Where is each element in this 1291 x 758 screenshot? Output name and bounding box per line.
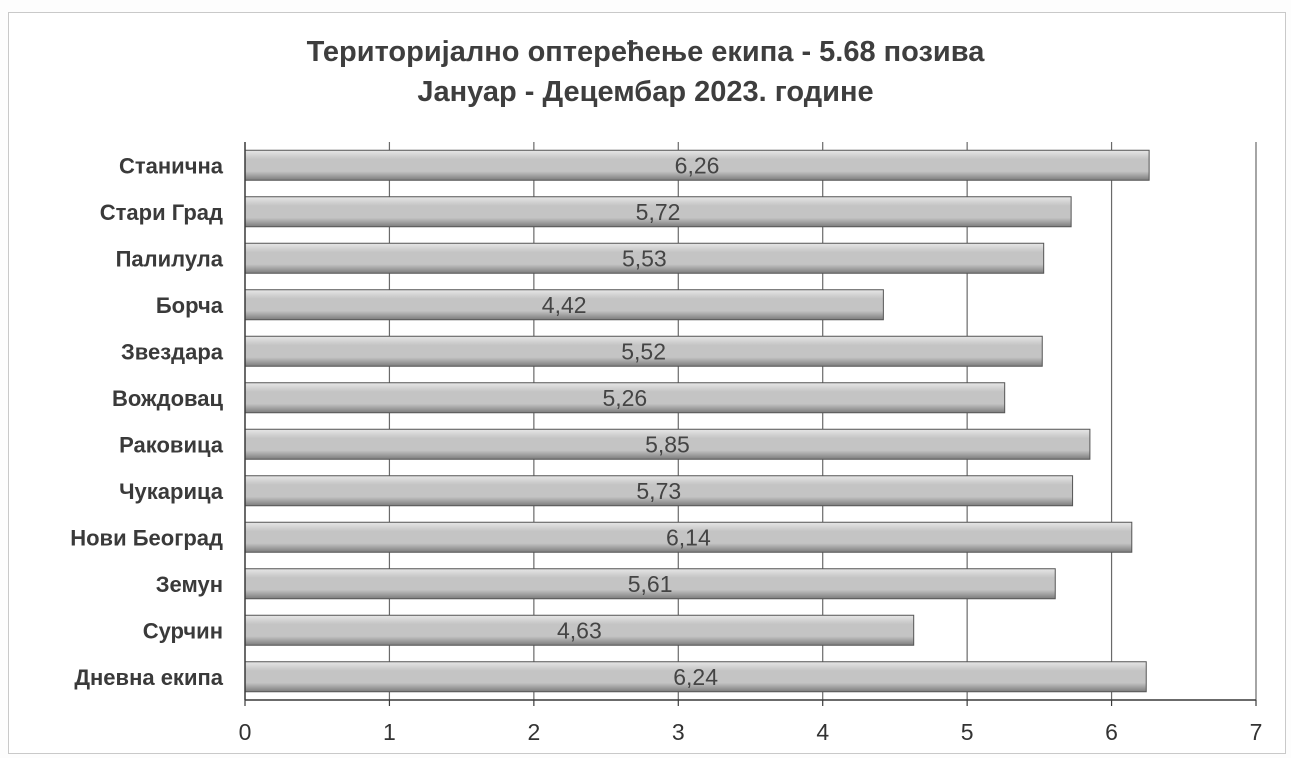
value-label: 5,73 <box>636 478 681 504</box>
category-label: Земун <box>156 572 223 597</box>
gridlines <box>388 142 1257 700</box>
category-label: Палилула <box>116 246 224 271</box>
x-tick-label: 4 <box>816 719 829 745</box>
x-tick-label: 3 <box>672 719 685 745</box>
chart-subtitle: Јануар - Децембар 2023. године <box>417 76 874 108</box>
x-tick-label: 6 <box>1105 719 1118 745</box>
category-label: Станична <box>119 153 224 178</box>
value-label: 5,61 <box>628 571 673 597</box>
category-label: Сурчин <box>143 618 223 643</box>
category-label: Чукарица <box>119 479 224 504</box>
category-label: Вождовац <box>112 386 224 411</box>
value-label: 6,14 <box>666 524 711 550</box>
x-tick-label: 0 <box>239 719 252 745</box>
value-label: 4,63 <box>557 617 602 643</box>
x-tick-label: 5 <box>961 719 974 745</box>
value-label: 5,26 <box>602 385 647 411</box>
bars-group: 6,26 5,72 5,53 4,42 5,52 5,26 5,85 5,73 6,14 5,61… <box>244 149 1150 693</box>
bar <box>244 242 1045 274</box>
x-tick-label: 2 <box>527 719 540 745</box>
category-label: Раковица <box>119 432 224 457</box>
category-label: Борча <box>156 293 224 318</box>
axes: 0 1 2 3 4 5 6 7 Станична Стари Град Палилула Борча З… <box>70 142 1262 745</box>
bar <box>244 521 1133 553</box>
value-label: 5,53 <box>622 245 667 271</box>
value-label: 5,72 <box>636 199 681 225</box>
value-label: 5,52 <box>621 338 666 364</box>
bar <box>244 568 1056 600</box>
value-label: 6,24 <box>673 664 718 690</box>
bar <box>244 149 1150 181</box>
value-label: 4,42 <box>542 292 587 318</box>
chart-title: Територијално оптерећење екипа - 5.68 по… <box>306 36 985 68</box>
bar <box>244 614 915 646</box>
category-label: Дневна екипа <box>74 665 223 690</box>
value-label: 5,85 <box>645 431 690 457</box>
x-tick-label: 7 <box>1250 719 1263 745</box>
value-label: 6,26 <box>675 152 720 178</box>
category-label: Звездара <box>121 339 224 364</box>
category-label: Нови Београд <box>70 525 223 550</box>
bar <box>244 382 1006 414</box>
bar <box>244 475 1074 507</box>
x-tick-label: 1 <box>383 719 396 745</box>
bar <box>244 428 1091 460</box>
category-label: Стари Град <box>100 200 223 225</box>
